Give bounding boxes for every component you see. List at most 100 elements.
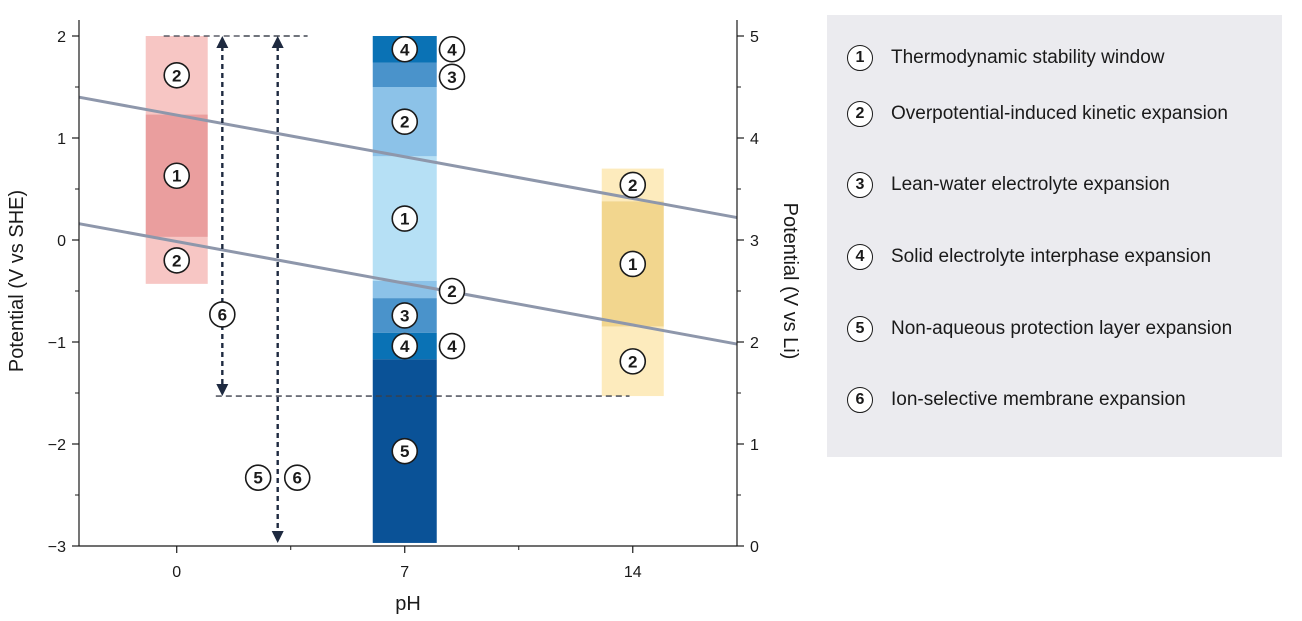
badge-circle (163, 162, 191, 190)
badge-number: 2 (628, 352, 637, 371)
y-right-tick-label: 5 (750, 29, 759, 46)
y-left-tick-label: −2 (48, 437, 66, 454)
number-badge: 4 (438, 35, 466, 63)
badge-number: 1 (172, 167, 181, 186)
number-badge: 6 (209, 301, 236, 328)
number-badge: 4 (391, 35, 419, 63)
legend-item-6: 6 Ion-selective membrane expansion (827, 364, 1282, 436)
y-left-tick-label: −1 (48, 335, 66, 352)
badge-circle (163, 247, 191, 274)
number-badge: 4 (438, 332, 466, 360)
legend: 1 Thermodynamic stability window 2 Overp… (827, 15, 1282, 457)
badge-circle (619, 250, 647, 278)
legend-item-4: 4 Solid electrolyte interphase expansion (827, 221, 1282, 293)
y-right-tick-label: 4 (750, 131, 759, 148)
number-badge: 1 (163, 162, 191, 190)
arrow-head-down (271, 530, 284, 543)
number-badge: 1 (619, 250, 647, 278)
arrow-head-down (216, 384, 229, 397)
expansion-arrows (216, 36, 284, 543)
number-badge: 6 (283, 464, 311, 491)
badge-number: 6 (293, 469, 302, 488)
y-right-tick-label: 0 (750, 539, 759, 556)
number-badge: 3 (438, 63, 466, 91)
legend-item-3: 3 Lean-water electrolyte expansion (827, 150, 1282, 222)
number-badge: 5 (244, 464, 272, 491)
x-tick-label: 0 (172, 564, 181, 581)
legend-number-badge: 5 (847, 315, 873, 342)
badge-circle (391, 35, 419, 63)
x-axis-title: pH (395, 593, 421, 615)
number-badge: 5 (391, 437, 419, 465)
y-right-tick-label: 1 (750, 437, 759, 454)
y-left-tick-label: −3 (48, 539, 66, 556)
badge-circle (619, 171, 647, 199)
y-left-tick-label: 2 (57, 29, 66, 46)
legend-label: Lean-water electrolyte expansion (891, 174, 1170, 196)
legend-label: Non-aqueous protection layer expansion (891, 317, 1233, 339)
legend-number-badge: 2 (847, 100, 873, 127)
badge-number: 4 (400, 40, 410, 59)
badge-circle (244, 464, 272, 491)
badge-number: 4 (447, 337, 457, 356)
number-badge: 2 (163, 61, 191, 89)
badge-circle (391, 205, 419, 232)
badge-number: 2 (172, 66, 181, 85)
number-badge: 2 (619, 348, 647, 375)
y-left-tick-label: 0 (57, 233, 66, 250)
y-left-tick-label: 1 (57, 131, 66, 148)
badge-number: 1 (628, 255, 637, 274)
badge-circle (209, 301, 236, 328)
badge-number: 5 (253, 469, 262, 488)
segment-badges: 2 1 2 4 2 1 3 4 5 2 1 2 4 3 2 4 6 5 6 (163, 35, 647, 491)
x-tick-label: 14 (624, 564, 642, 581)
badge-circle (438, 277, 466, 305)
number-badge: 1 (391, 205, 419, 232)
badge-circle (619, 348, 647, 375)
legend-number-badge: 4 (847, 243, 873, 270)
badge-circle (163, 61, 191, 89)
badge-number: 4 (400, 337, 410, 356)
number-badge: 4 (391, 332, 419, 360)
water-line (78, 222, 738, 346)
legend-label: Ion-selective membrane expansion (891, 389, 1186, 411)
legend-label: Overpotential-induced kinetic expansion (891, 102, 1228, 124)
y-right-tick-label: 3 (750, 233, 759, 250)
badge-circle (391, 332, 419, 360)
legend-item-2: 2 Overpotential-induced kinetic expansio… (827, 78, 1282, 150)
badge-circle (438, 35, 466, 63)
badge-number: 2 (628, 176, 637, 195)
number-badge: 3 (391, 302, 419, 329)
number-badge: 2 (163, 247, 191, 274)
legend-number-badge: 3 (847, 172, 873, 199)
badge-number: 3 (447, 68, 456, 87)
number-badge: 2 (391, 108, 419, 135)
badge-number: 3 (400, 306, 409, 325)
badge-circle (283, 464, 311, 491)
badge-circle (391, 437, 419, 465)
badge-circle (391, 108, 419, 135)
y-right-tick-label: 2 (750, 335, 759, 352)
legend-item-5: 5 Non-aqueous protection layer expansion (827, 293, 1282, 365)
y-axis-left-title: Potential (V vs SHE) (6, 190, 28, 372)
badge-number: 1 (400, 210, 409, 229)
arrow-head-up (271, 36, 284, 48)
x-tick-label: 7 (400, 564, 409, 581)
number-badge: 2 (438, 277, 466, 305)
y-axis-right-title: Potential (V vs Li) (779, 203, 801, 360)
badge-circle (438, 63, 466, 91)
legend-label: Solid electrolyte interphase expansion (891, 245, 1212, 267)
badge-number: 5 (400, 442, 409, 461)
dashed-guides (163, 35, 630, 397)
bar-segment (372, 62, 437, 87)
badge-number: 2 (447, 282, 456, 301)
number-badge: 2 (619, 171, 647, 199)
badge-number: 2 (172, 251, 181, 270)
water-lines (78, 95, 738, 346)
legend-label: Thermodynamic stability window (891, 47, 1165, 68)
arrow-head-up (216, 36, 229, 48)
badge-number: 2 (400, 113, 409, 132)
badge-circle (438, 332, 466, 360)
